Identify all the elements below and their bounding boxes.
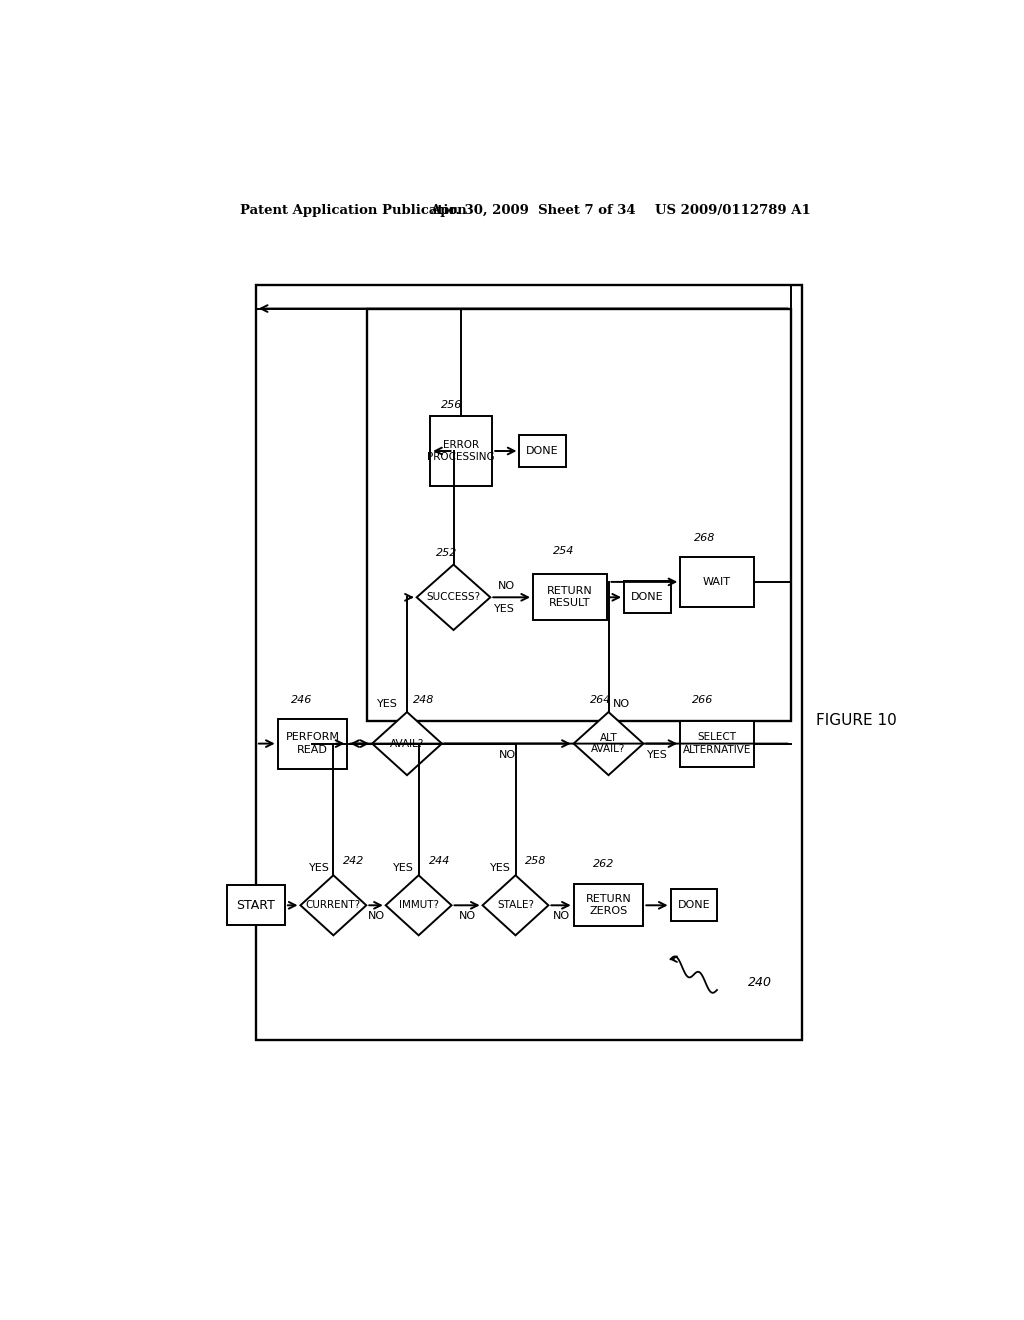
Bar <box>367 309 791 721</box>
Text: US 2009/0112789 A1: US 2009/0112789 A1 <box>655 205 811 218</box>
Text: YES: YES <box>377 700 398 709</box>
Text: IMMUT?: IMMUT? <box>398 900 438 911</box>
Text: WAIT: WAIT <box>703 577 731 587</box>
Text: NO: NO <box>498 581 515 591</box>
Text: 258: 258 <box>524 857 546 866</box>
Text: ALT
AVAIL?: ALT AVAIL? <box>591 733 626 755</box>
Text: YES: YES <box>309 862 330 873</box>
Text: FIGURE 10: FIGURE 10 <box>816 713 897 729</box>
Bar <box>226 886 285 925</box>
Text: 266: 266 <box>692 694 714 705</box>
Text: DONE: DONE <box>631 593 664 602</box>
Bar <box>278 718 347 768</box>
Text: NO: NO <box>499 750 516 760</box>
Text: NO: NO <box>368 911 385 921</box>
Text: 264: 264 <box>590 694 611 705</box>
Text: NO: NO <box>553 911 569 921</box>
Text: 244: 244 <box>429 857 451 866</box>
Polygon shape <box>573 711 643 775</box>
Bar <box>519 434 566 467</box>
Bar <box>680 721 754 767</box>
Text: 246: 246 <box>291 694 312 705</box>
Text: RETURN
RESULT: RETURN RESULT <box>547 586 593 609</box>
Text: AVAIL?: AVAIL? <box>390 739 424 748</box>
Bar <box>256 285 802 1040</box>
Polygon shape <box>300 875 367 936</box>
Text: SUCCESS?: SUCCESS? <box>426 593 480 602</box>
Text: 240: 240 <box>748 975 772 989</box>
Text: STALE?: STALE? <box>497 900 534 911</box>
Text: NO: NO <box>459 911 475 921</box>
Text: PERFORM
READ: PERFORM READ <box>286 733 339 755</box>
Text: YES: YES <box>489 862 510 873</box>
Polygon shape <box>386 875 452 936</box>
Text: 248: 248 <box>414 694 434 705</box>
Bar <box>680 557 754 607</box>
Text: DONE: DONE <box>526 446 559 455</box>
Bar <box>573 884 643 927</box>
Bar <box>430 416 493 486</box>
Text: START: START <box>237 899 275 912</box>
Text: 268: 268 <box>693 533 715 543</box>
Text: 262: 262 <box>593 859 614 870</box>
Text: 252: 252 <box>436 548 458 558</box>
Text: SELECT
ALTERNATIVE: SELECT ALTERNATIVE <box>683 733 752 755</box>
Text: YES: YES <box>647 750 668 760</box>
Text: CURRENT?: CURRENT? <box>306 900 360 911</box>
Text: Patent Application Publication: Patent Application Publication <box>241 205 467 218</box>
Text: RETURN
ZEROS: RETURN ZEROS <box>586 894 632 916</box>
Text: DONE: DONE <box>678 900 710 911</box>
Polygon shape <box>372 711 442 775</box>
Text: 256: 256 <box>441 400 463 409</box>
Text: 254: 254 <box>553 546 574 556</box>
Bar <box>671 890 717 921</box>
Text: ERROR
PROCESSING: ERROR PROCESSING <box>427 440 495 462</box>
Polygon shape <box>417 565 490 630</box>
Text: YES: YES <box>392 862 414 873</box>
Text: Apr. 30, 2009  Sheet 7 of 34: Apr. 30, 2009 Sheet 7 of 34 <box>430 205 636 218</box>
Bar <box>532 574 606 620</box>
Text: YES: YES <box>495 603 515 614</box>
Text: NO: NO <box>612 700 630 709</box>
Bar <box>624 581 671 614</box>
Text: 242: 242 <box>343 857 365 866</box>
Polygon shape <box>482 875 549 936</box>
